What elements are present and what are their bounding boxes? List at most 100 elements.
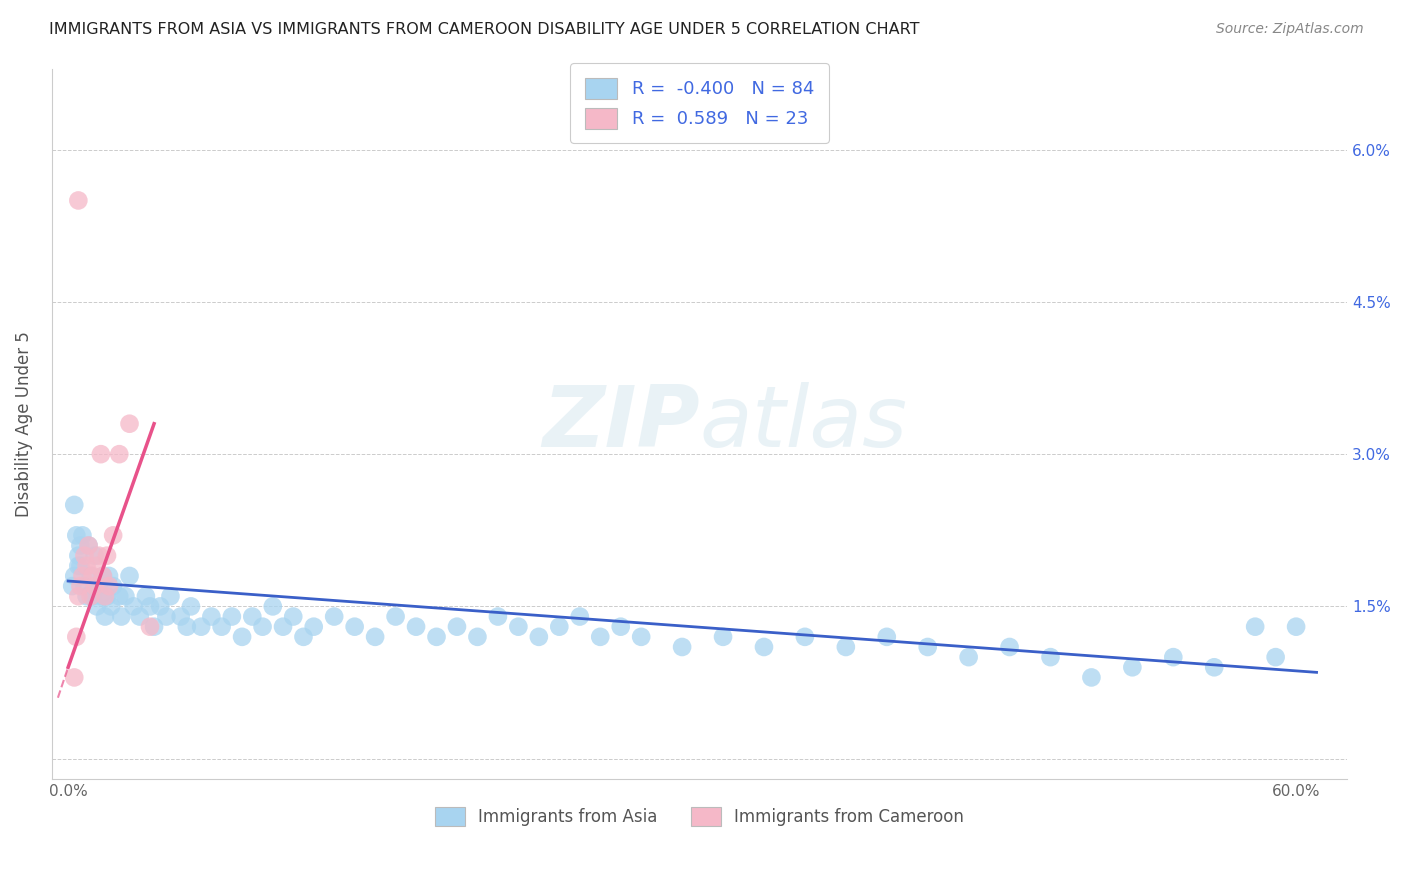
- Point: [101, 579, 124, 593]
- Point: [221, 609, 243, 624]
- Point: [94, 589, 117, 603]
- Point: [60, 579, 83, 593]
- Point: [446, 620, 468, 634]
- Point: [1244, 620, 1267, 634]
- Point: [364, 630, 387, 644]
- Point: [96, 589, 118, 603]
- Point: [86, 599, 108, 614]
- Point: [65, 630, 87, 644]
- Point: [240, 609, 263, 624]
- Point: [73, 579, 96, 593]
- Point: [467, 630, 489, 644]
- Point: [508, 620, 530, 634]
- Point: [91, 569, 114, 583]
- Point: [87, 549, 110, 563]
- Point: [69, 539, 91, 553]
- Point: [527, 630, 550, 644]
- Point: [101, 528, 124, 542]
- Point: [170, 609, 193, 624]
- Point: [384, 609, 406, 624]
- Text: IMMIGRANTS FROM ASIA VS IMMIGRANTS FROM CAMEROON DISABILITY AGE UNDER 5 CORRELAT: IMMIGRANTS FROM ASIA VS IMMIGRANTS FROM …: [49, 22, 920, 37]
- Point: [76, 589, 98, 603]
- Text: ZIP: ZIP: [541, 382, 700, 466]
- Point: [292, 630, 315, 644]
- Point: [77, 539, 100, 553]
- Point: [72, 569, 94, 583]
- Text: Source: ZipAtlas.com: Source: ZipAtlas.com: [1216, 22, 1364, 37]
- Point: [143, 620, 166, 634]
- Point: [118, 417, 141, 431]
- Point: [63, 670, 86, 684]
- Point: [69, 558, 91, 573]
- Point: [1161, 650, 1184, 665]
- Point: [159, 589, 181, 603]
- Point: [176, 620, 198, 634]
- Legend: Immigrants from Asia, Immigrants from Cameroon: Immigrants from Asia, Immigrants from Ca…: [426, 798, 973, 835]
- Point: [63, 498, 86, 512]
- Point: [283, 609, 305, 624]
- Point: [83, 549, 105, 563]
- Point: [87, 579, 110, 593]
- Point: [671, 640, 693, 654]
- Point: [94, 609, 117, 624]
- Point: [79, 589, 101, 603]
- Point: [405, 620, 427, 634]
- Point: [67, 549, 90, 563]
- Point: [114, 589, 136, 603]
- Point: [83, 579, 105, 593]
- Point: [568, 609, 591, 624]
- Point: [110, 609, 132, 624]
- Point: [180, 599, 202, 614]
- Point: [262, 599, 284, 614]
- Point: [711, 630, 734, 644]
- Point: [82, 569, 104, 583]
- Point: [630, 630, 652, 644]
- Point: [90, 447, 112, 461]
- Point: [957, 650, 980, 665]
- Point: [128, 609, 150, 624]
- Point: [190, 620, 212, 634]
- Point: [98, 569, 121, 583]
- Point: [67, 194, 90, 208]
- Point: [67, 589, 90, 603]
- Point: [876, 630, 898, 644]
- Point: [1285, 620, 1308, 634]
- Point: [90, 589, 112, 603]
- Point: [200, 609, 222, 624]
- Point: [425, 630, 447, 644]
- Point: [86, 558, 108, 573]
- Point: [343, 620, 366, 634]
- Point: [548, 620, 571, 634]
- Point: [302, 620, 325, 634]
- Point: [1121, 660, 1143, 674]
- Point: [609, 620, 631, 634]
- Point: [793, 630, 815, 644]
- Y-axis label: Disability Age Under 5: Disability Age Under 5: [15, 331, 32, 516]
- Point: [231, 630, 253, 644]
- Point: [65, 528, 87, 542]
- Point: [67, 558, 90, 573]
- Point: [139, 620, 162, 634]
- Point: [917, 640, 939, 654]
- Point: [1039, 650, 1062, 665]
- Point: [100, 599, 122, 614]
- Point: [73, 549, 96, 563]
- Point: [998, 640, 1021, 654]
- Point: [149, 599, 172, 614]
- Text: atlas: atlas: [700, 382, 907, 466]
- Point: [1204, 660, 1226, 674]
- Point: [155, 609, 177, 624]
- Point: [108, 589, 131, 603]
- Point: [77, 539, 100, 553]
- Point: [91, 569, 114, 583]
- Point: [139, 599, 162, 614]
- Point: [108, 447, 131, 461]
- Point: [69, 579, 91, 593]
- Point: [63, 569, 86, 583]
- Point: [486, 609, 509, 624]
- Point: [96, 549, 118, 563]
- Point: [835, 640, 858, 654]
- Point: [118, 569, 141, 583]
- Point: [79, 569, 101, 583]
- Point: [589, 630, 612, 644]
